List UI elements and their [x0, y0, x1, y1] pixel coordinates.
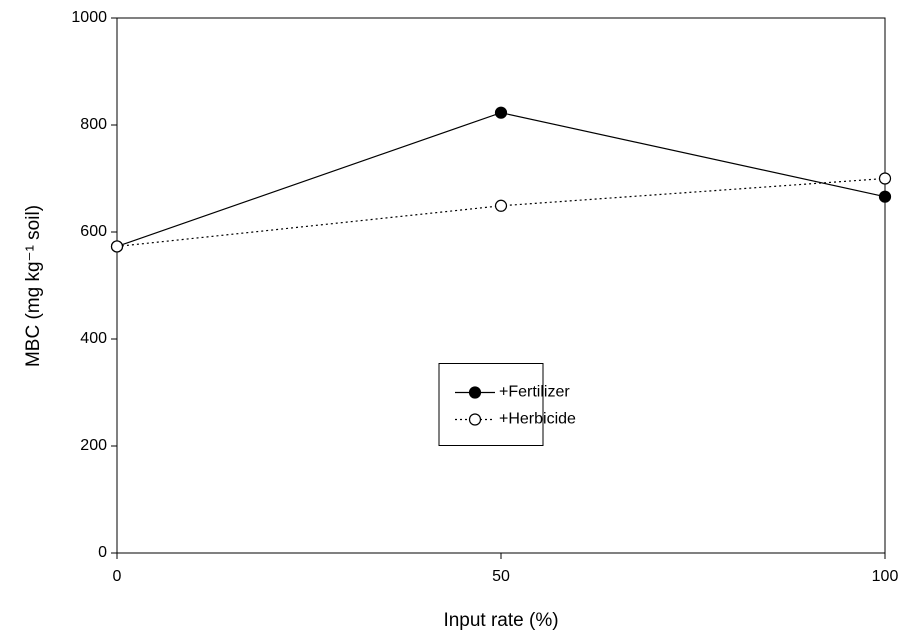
legend-marker — [468, 413, 482, 426]
y-axis-title: MBC (mg kg⁻¹ soil) — [23, 205, 44, 367]
x-axis-title: Input rate (%) — [443, 610, 558, 631]
legend-label: +Fertilizer — [499, 384, 570, 401]
y-tick-label: 0 — [98, 544, 107, 561]
data-point — [878, 190, 892, 203]
legend-box — [438, 363, 544, 446]
x-tick-label: 100 — [872, 568, 899, 585]
x-tick-label: 0 — [113, 568, 122, 585]
y-tick-label: 400 — [80, 330, 107, 347]
series-line — [116, 177, 886, 248]
plot-frame — [116, 17, 886, 554]
legend-marker — [468, 386, 482, 399]
data-point — [110, 240, 124, 253]
data-point — [878, 172, 892, 185]
y-tick-label: 1000 — [71, 9, 107, 26]
legend-label: +Herbicide — [499, 411, 576, 428]
y-tick-label: 600 — [80, 223, 107, 240]
data-point — [494, 199, 508, 212]
y-tick-label: 200 — [80, 437, 107, 454]
x-tick-label: 50 — [492, 568, 510, 585]
data-point — [494, 106, 508, 119]
series-line — [116, 112, 886, 248]
y-tick-label: 800 — [80, 116, 107, 133]
